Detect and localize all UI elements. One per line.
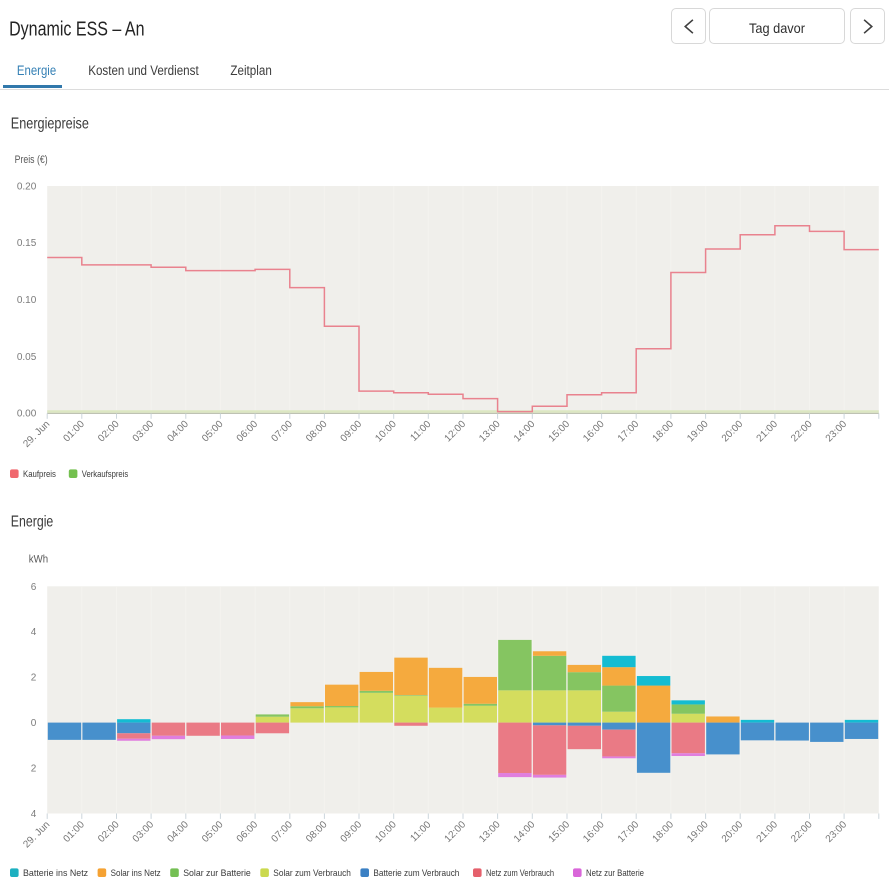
svg-text:20:00: 20:00 bbox=[720, 819, 746, 845]
svg-text:29. Jun: 29. Jun bbox=[21, 819, 52, 850]
svg-text:07:00: 07:00 bbox=[269, 819, 295, 845]
svg-text:17:00: 17:00 bbox=[616, 419, 642, 445]
svg-text:kWh: kWh bbox=[29, 554, 48, 566]
svg-text:Tag davor: Tag davor bbox=[749, 20, 805, 36]
svg-text:Netz zum Verbrauch: Netz zum Verbrauch bbox=[486, 868, 554, 879]
svg-text:10:00: 10:00 bbox=[373, 419, 399, 445]
svg-text:21:00: 21:00 bbox=[755, 819, 781, 845]
svg-text:18:00: 18:00 bbox=[651, 419, 677, 445]
svg-text:Netz zur Batterie: Netz zur Batterie bbox=[586, 868, 644, 879]
svg-text:0.15: 0.15 bbox=[17, 238, 37, 249]
svg-text:0.05: 0.05 bbox=[17, 352, 37, 363]
svg-text:Dynamic ESS – An: Dynamic ESS – An bbox=[9, 18, 144, 40]
svg-text:08:00: 08:00 bbox=[304, 419, 330, 445]
svg-text:11:00: 11:00 bbox=[408, 819, 433, 844]
svg-text:05:00: 05:00 bbox=[200, 819, 226, 845]
svg-text:06:00: 06:00 bbox=[235, 419, 261, 445]
svg-text:04:00: 04:00 bbox=[165, 419, 191, 445]
svg-text:06:00: 06:00 bbox=[235, 819, 261, 845]
svg-text:Verkaufspreis: Verkaufspreis bbox=[82, 469, 129, 480]
svg-text:13:00: 13:00 bbox=[477, 419, 503, 445]
svg-text:22:00: 22:00 bbox=[789, 819, 815, 845]
svg-text:4: 4 bbox=[31, 627, 37, 638]
svg-text:0: 0 bbox=[31, 718, 37, 729]
svg-text:Batterie zum Verbrauch: Batterie zum Verbrauch bbox=[373, 868, 459, 879]
svg-text:22:00: 22:00 bbox=[789, 419, 815, 445]
svg-text:Energie: Energie bbox=[11, 513, 54, 530]
svg-text:19:00: 19:00 bbox=[685, 419, 711, 445]
svg-text:20:00: 20:00 bbox=[720, 419, 746, 445]
svg-text:Solar zum Verbrauch: Solar zum Verbrauch bbox=[273, 868, 351, 879]
svg-text:13:00: 13:00 bbox=[477, 819, 503, 845]
svg-text:09:00: 09:00 bbox=[339, 819, 365, 845]
svg-text:0.20: 0.20 bbox=[17, 182, 37, 193]
svg-text:08:00: 08:00 bbox=[304, 819, 330, 845]
svg-text:Batterie ins Netz: Batterie ins Netz bbox=[23, 868, 88, 879]
svg-text:6: 6 bbox=[31, 582, 37, 593]
svg-text:16:00: 16:00 bbox=[581, 419, 607, 445]
svg-text:23:00: 23:00 bbox=[824, 819, 850, 845]
svg-text:Zeitplan: Zeitplan bbox=[230, 63, 271, 78]
svg-text:17:00: 17:00 bbox=[616, 819, 642, 845]
svg-text:05:00: 05:00 bbox=[200, 419, 226, 445]
svg-text:14:00: 14:00 bbox=[512, 419, 538, 445]
svg-text:09:00: 09:00 bbox=[339, 419, 365, 445]
svg-text:19:00: 19:00 bbox=[685, 819, 711, 845]
svg-text:0.00: 0.00 bbox=[17, 409, 37, 420]
svg-text:Solar zur Batterie: Solar zur Batterie bbox=[183, 868, 251, 879]
svg-text:2: 2 bbox=[31, 764, 37, 775]
svg-text:10:00: 10:00 bbox=[373, 819, 399, 845]
svg-text:11:00: 11:00 bbox=[408, 419, 433, 444]
svg-text:0.10: 0.10 bbox=[17, 295, 37, 306]
svg-text:01:00: 01:00 bbox=[61, 419, 87, 445]
svg-text:18:00: 18:00 bbox=[651, 819, 677, 845]
svg-text:Preis (€): Preis (€) bbox=[15, 154, 48, 166]
svg-text:03:00: 03:00 bbox=[131, 819, 157, 845]
svg-text:02:00: 02:00 bbox=[96, 419, 122, 445]
svg-text:12:00: 12:00 bbox=[443, 419, 469, 445]
svg-text:15:00: 15:00 bbox=[547, 419, 573, 445]
svg-text:14:00: 14:00 bbox=[512, 819, 538, 845]
svg-text:15:00: 15:00 bbox=[547, 819, 573, 845]
svg-text:03:00: 03:00 bbox=[131, 419, 157, 445]
svg-text:2: 2 bbox=[31, 673, 37, 684]
svg-text:02:00: 02:00 bbox=[96, 819, 122, 845]
svg-text:Energiepreise: Energiepreise bbox=[11, 116, 89, 133]
svg-text:07:00: 07:00 bbox=[269, 419, 295, 445]
svg-text:01:00: 01:00 bbox=[61, 819, 87, 845]
svg-text:04:00: 04:00 bbox=[165, 819, 191, 845]
svg-text:16:00: 16:00 bbox=[581, 819, 607, 845]
svg-text:21:00: 21:00 bbox=[755, 419, 781, 445]
svg-text:4: 4 bbox=[31, 809, 37, 820]
svg-text:23:00: 23:00 bbox=[824, 419, 850, 445]
svg-text:29. Jun: 29. Jun bbox=[21, 419, 52, 450]
svg-text:12:00: 12:00 bbox=[443, 819, 469, 845]
svg-text:Solar ins Netz: Solar ins Netz bbox=[111, 868, 161, 879]
svg-text:Energie: Energie bbox=[17, 63, 56, 78]
svg-text:Kosten und Verdienst: Kosten und Verdienst bbox=[88, 63, 199, 78]
svg-text:Kaufpreis: Kaufpreis bbox=[23, 469, 56, 480]
